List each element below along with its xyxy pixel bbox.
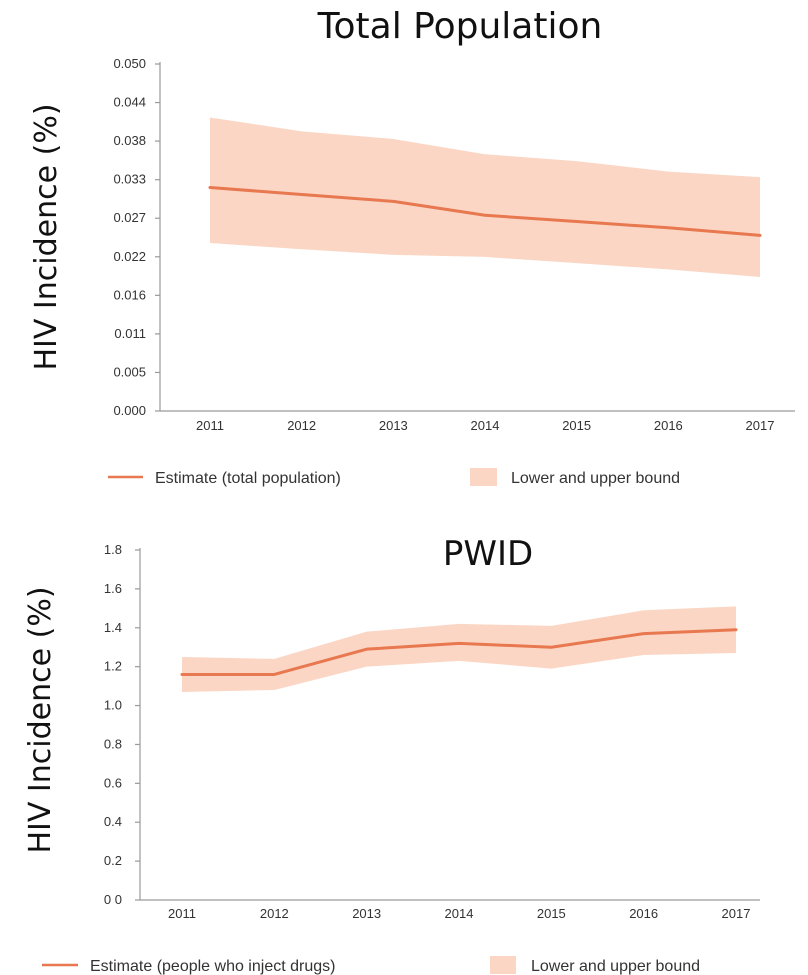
legend-bound-label: Lower and upper bound [511, 470, 680, 487]
y-tick-label: 0.005 [113, 364, 146, 379]
axes [135, 548, 760, 901]
y-tick-label: 0.4 [104, 814, 122, 829]
y-tick-label: 1.6 [104, 581, 122, 596]
y-tick-label: 0.044 [113, 95, 146, 110]
estimate-line-layer [208, 186, 762, 237]
x-tick-label: 2017 [746, 418, 775, 433]
y-tick-label: 0 0 [104, 892, 122, 907]
y-tick-labels: 0.000 0.005 0.011 0.016 0.022 0.027 0.033 0.038… [113, 56, 146, 418]
y-tick-label: 0.6 [104, 775, 122, 790]
x-tick-label: 2011 [196, 418, 224, 433]
x-tick-labels: 2011 2012 2013 2014 2015 2016 2017 [196, 418, 774, 433]
x-tick-label: 2016 [629, 906, 658, 921]
x-tick-label: 2014 [445, 906, 474, 921]
y-axis-label: HIV Incidence (%) [29, 103, 64, 370]
chart-total-population: Total Population HIV Incidence (%) 0.000… [29, 6, 795, 487]
y-tick-label: 0.2 [104, 853, 122, 868]
chart-pwid: PWID HIV Incidence (%) 0 0 0.2 0.4 0.6 0.8 1.… [23, 534, 760, 975]
y-tick-label: 0.027 [113, 210, 146, 225]
x-tick-label: 2015 [562, 418, 591, 433]
x-tick-label: 2014 [471, 418, 500, 433]
y-tick-label: 0.033 [113, 172, 146, 187]
bound-band-layer [182, 606, 736, 692]
y-tick-label: 1.0 [104, 698, 122, 713]
y-tick-label: 0.050 [113, 56, 146, 71]
y-axis-label: HIV Incidence (%) [23, 586, 58, 853]
x-tick-label: 2012 [260, 906, 289, 921]
y-tick-label: 0.8 [104, 736, 122, 751]
estimate-line-layer [180, 628, 738, 676]
y-tick-label: 0.038 [113, 133, 146, 148]
bound-band [210, 117, 760, 278]
legend-bound-label: Lower and upper bound [531, 958, 700, 975]
y-tick-label: 0.016 [113, 287, 146, 302]
chart-title: Total Population [317, 6, 603, 47]
y-tick-label: 0.022 [113, 249, 146, 264]
chart-title: PWID [443, 534, 533, 574]
legend-band-swatch [490, 956, 516, 974]
x-tick-labels: 2011 2012 2013 2014 2015 2016 2017 [168, 906, 750, 921]
legend: Estimate (people who inject drugs) Lower… [42, 956, 700, 975]
y-tick-label: 0.000 [113, 403, 146, 418]
x-tick-label: 2016 [654, 418, 683, 433]
x-tick-label: 2017 [722, 906, 751, 921]
y-tick-label: 1.4 [104, 620, 122, 635]
axes [155, 62, 795, 412]
legend-estimate-label: Estimate (people who inject drugs) [90, 958, 335, 975]
legend-estimate-label: Estimate (total population) [155, 470, 341, 487]
bound-band-layer [210, 117, 760, 278]
x-tick-label: 2013 [352, 906, 381, 921]
y-tick-labels: 0 0 0.2 0.4 0.6 0.8 1.0 1.2 1.4 1.6 1.8 [104, 542, 122, 907]
legend: Estimate (total population) Lower and up… [108, 468, 680, 487]
x-tick-label: 2012 [287, 418, 316, 433]
x-tick-label: 2015 [537, 906, 566, 921]
x-tick-label: 2013 [379, 418, 408, 433]
y-tick-label: 1.2 [104, 659, 122, 674]
x-tick-label: 2011 [168, 906, 196, 921]
y-tick-label: 0.011 [114, 326, 146, 341]
y-tick-label: 1.8 [104, 542, 122, 557]
legend-band-swatch [470, 468, 497, 486]
bound-band [182, 606, 736, 692]
